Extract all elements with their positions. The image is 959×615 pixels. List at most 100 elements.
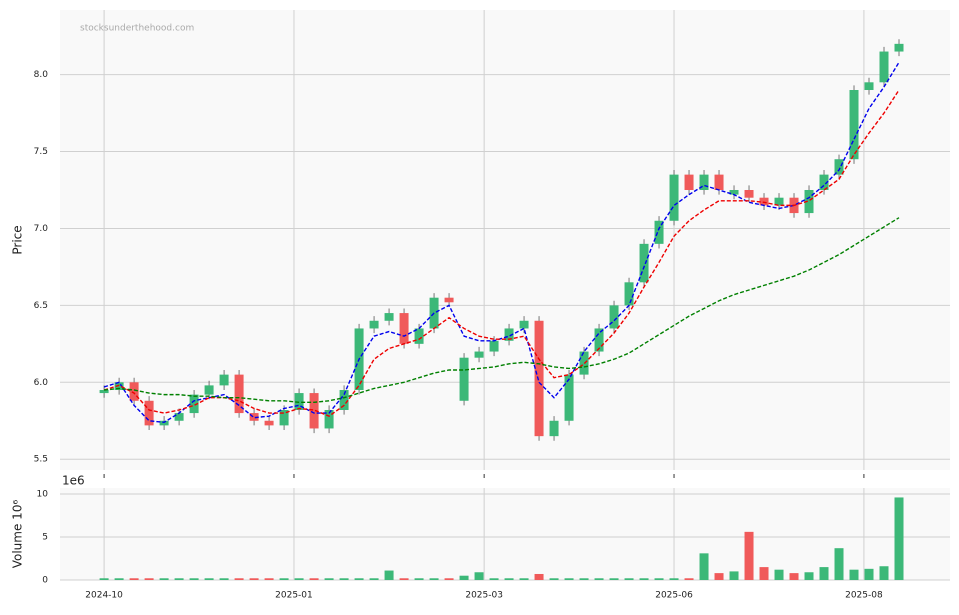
volume-bar xyxy=(669,578,679,580)
candle-body xyxy=(324,410,334,429)
volume-bar xyxy=(549,578,559,580)
candle-body xyxy=(189,394,199,414)
candle-body xyxy=(699,174,709,190)
volume-bar xyxy=(144,578,154,580)
candle-body xyxy=(279,410,289,426)
volume-bar xyxy=(774,569,784,580)
moving-average xyxy=(104,217,900,404)
volume-bar xyxy=(429,578,439,580)
volume-bar xyxy=(819,567,829,580)
volume-bar xyxy=(519,578,529,580)
candle-body xyxy=(744,190,754,198)
x-tick-label: 2025-01 xyxy=(275,591,313,601)
volume-bar xyxy=(759,567,769,580)
volume-bar xyxy=(279,578,289,580)
y-tick-label: 5.5 xyxy=(34,455,48,465)
volume-offset: 1e6 xyxy=(62,474,85,488)
volume-bar xyxy=(744,531,754,580)
volume-tick-label: 10 xyxy=(37,490,49,500)
candle-body xyxy=(864,82,874,90)
volume-bar xyxy=(249,578,259,580)
volume-bar xyxy=(219,578,229,580)
volume-bar xyxy=(879,566,889,580)
x-tick-label: 2025-03 xyxy=(465,591,503,601)
volume-bar xyxy=(174,578,184,580)
candle-body xyxy=(624,282,634,306)
volume-bar xyxy=(699,553,709,580)
volume-bar xyxy=(729,571,739,580)
volume-bar xyxy=(264,578,274,580)
candle-body xyxy=(684,174,694,190)
candle-body xyxy=(444,297,454,303)
candle-body xyxy=(819,174,829,190)
candle-body xyxy=(399,313,409,344)
volume-bar xyxy=(444,578,454,580)
candle-body xyxy=(234,374,244,414)
candle-body xyxy=(414,328,424,344)
volume-bar xyxy=(504,578,514,580)
candle-body xyxy=(114,382,124,390)
volume-bar xyxy=(324,578,334,580)
volume-bar xyxy=(609,578,619,580)
candle-body xyxy=(639,243,649,283)
candle-body xyxy=(774,197,784,206)
x-tick-label: 2025-06 xyxy=(655,591,693,601)
candle-body xyxy=(204,385,214,395)
volume-bar xyxy=(339,578,349,580)
moving-average xyxy=(103,89,900,417)
candle-body xyxy=(549,420,559,437)
candle-body xyxy=(294,393,304,410)
candle-body xyxy=(474,351,484,358)
volume-bar xyxy=(159,578,169,580)
volume-bar xyxy=(864,568,874,580)
volume-bar xyxy=(594,578,604,580)
y-tick-label: 8.0 xyxy=(34,70,49,80)
candle-body xyxy=(129,382,139,401)
volume-bar xyxy=(789,573,799,580)
candle-body xyxy=(309,393,319,429)
volume-tick-label: 5 xyxy=(42,533,48,543)
volume-bar xyxy=(309,578,319,580)
volume-bar xyxy=(894,497,904,580)
volume-bar xyxy=(294,578,304,580)
volume-bar xyxy=(234,578,244,580)
volume-bar xyxy=(459,575,469,580)
candle-body xyxy=(594,328,604,352)
volume-bar xyxy=(849,569,859,580)
volume-bar xyxy=(474,572,484,580)
candle-body xyxy=(849,90,859,160)
candle-body xyxy=(384,313,394,321)
volume-bar xyxy=(369,578,379,580)
volume-axis-label: Volume 10⁶ xyxy=(11,500,25,569)
candle-body xyxy=(879,51,889,83)
volume-bar xyxy=(714,573,724,580)
watermark: stocksunderthehood.com xyxy=(80,24,194,34)
candle-body xyxy=(99,390,109,394)
volume-bar xyxy=(129,578,139,580)
candle-body xyxy=(144,400,154,426)
volume-bar xyxy=(534,573,544,580)
candle-body xyxy=(609,305,619,329)
volume-bar xyxy=(489,578,499,580)
volume-bar xyxy=(564,578,574,580)
y-axis-label: Price xyxy=(11,225,25,254)
x-tick-label: 2025-08 xyxy=(845,591,883,601)
candle-body xyxy=(219,374,229,386)
candle-body xyxy=(159,420,169,426)
candle-body xyxy=(459,357,469,401)
volume-bar xyxy=(684,578,694,580)
candle-body xyxy=(669,174,679,221)
y-tick-label: 6.0 xyxy=(34,378,49,388)
volume-bar xyxy=(639,578,649,580)
volume-bar xyxy=(189,578,199,580)
volume-bar xyxy=(654,578,664,580)
volume-bar xyxy=(99,578,109,580)
volume-bar xyxy=(579,578,589,580)
candle-body xyxy=(174,413,184,421)
volume-tick-label: 0 xyxy=(42,576,48,586)
x-tick-label: 2024-10 xyxy=(85,591,123,601)
y-tick-label: 6.5 xyxy=(34,301,48,311)
candle-body xyxy=(729,190,739,195)
candle-body xyxy=(714,174,724,190)
